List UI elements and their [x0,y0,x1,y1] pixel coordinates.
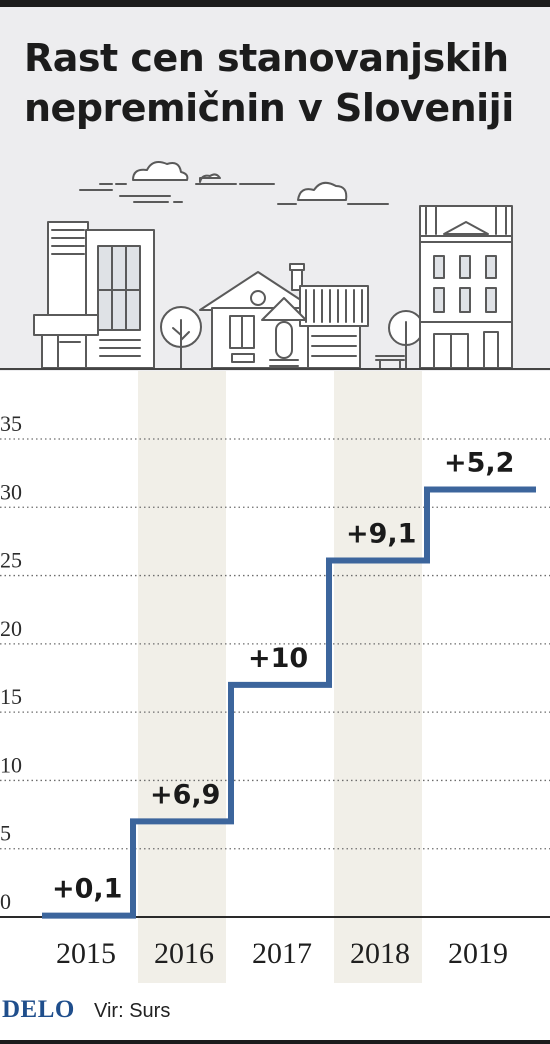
y-tick-label: 35 [0,411,22,436]
delo-logo: DELO [2,996,75,1023]
tree-icon [160,306,202,369]
y-tick-label: 5 [0,821,11,846]
townhouse-icon [419,205,513,369]
y-tick-label: 30 [0,479,22,504]
bench-icon [375,355,405,369]
tree-icon [388,310,424,369]
y-tick-label: 0 [0,889,11,914]
series-line [42,486,536,919]
x-tick-label: 2018 [350,937,410,970]
footer: DELO Vir: Surs [0,996,550,1030]
data-label: +6,9 [150,779,220,810]
data-label: +0,1 [52,874,122,905]
x-tick-label: 2016 [154,937,214,970]
family-house-icon [199,263,369,369]
y-tick-label: 10 [0,752,22,777]
cloud-icon [277,181,389,205]
cloud-icon [195,173,275,185]
data-label: +5,2 [444,448,514,479]
x-tick-label: 2015 [56,937,116,970]
top-rule [0,0,550,7]
x-tick-label: 2019 [448,937,508,970]
modern-house-icon [33,221,155,369]
chart-title: Rast cen stanovanjskih nepremičnin v Slo… [24,36,514,130]
data-label: +10 [248,643,308,674]
step-chart: 0 5 10 15 20 25 30 35 +0,1 +6,9 +10 +9,1 +5,2 2015 2… [0,371,550,983]
y-tick-label: 25 [0,548,22,573]
data-label: +9,1 [346,519,416,550]
cloud-icon [99,161,189,185]
y-tick-label: 20 [0,616,22,641]
x-tick-label: 2017 [252,937,312,970]
bottom-rule [0,1040,550,1044]
source-note: Vir: Surs [94,1000,171,1022]
houses-illustration [0,161,550,370]
year-band [138,371,226,983]
year-band [334,371,422,983]
y-tick-label: 15 [0,684,22,709]
